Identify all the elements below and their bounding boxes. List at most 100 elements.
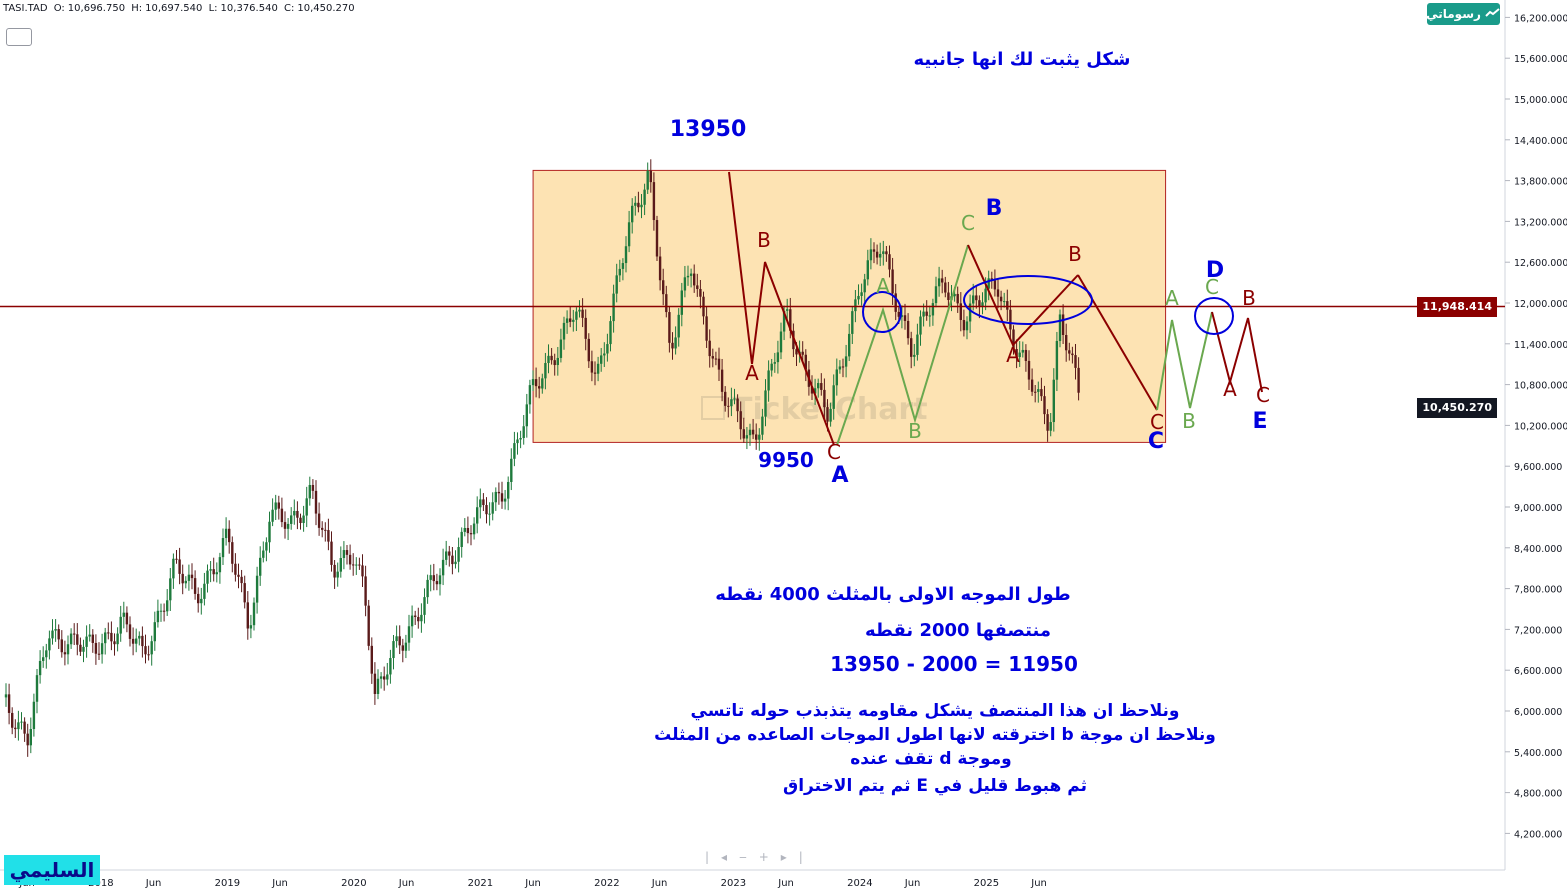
candle-body — [466, 527, 470, 534]
candle-body — [600, 355, 603, 364]
candle-body — [717, 358, 721, 370]
candle-body — [820, 383, 823, 390]
candle-body — [268, 521, 271, 543]
candle-body — [364, 576, 367, 606]
candle-body — [925, 311, 928, 316]
wave-line-b-up — [836, 244, 969, 446]
candle-body — [1049, 422, 1052, 431]
indicator-toggle-button[interactable] — [6, 28, 32, 46]
candle-body — [727, 405, 730, 407]
last-price-tag: 10,450.270 — [1417, 398, 1497, 419]
candle-body — [162, 610, 166, 612]
candle-body — [324, 529, 327, 531]
candle-body — [987, 278, 990, 289]
candle-body — [1003, 301, 1006, 303]
x-tick-label: Jun — [271, 878, 288, 889]
candle-body — [237, 574, 240, 577]
candle-body — [131, 638, 135, 644]
candle-body — [972, 295, 975, 304]
candle-body — [724, 391, 727, 406]
annotations: شكل يثبت لك انها جانبيه طول الموجه الاولى… — [654, 49, 1216, 796]
candle-body — [166, 600, 169, 612]
candle-body — [327, 530, 330, 542]
candle-body — [866, 260, 869, 280]
candle-body — [711, 356, 714, 359]
candle-body — [122, 612, 125, 617]
candle-body — [562, 322, 566, 340]
chart-navigation[interactable]: |◂‒+▸| — [705, 850, 815, 864]
y-tick-label: 6,000.000 — [1514, 707, 1562, 718]
candle-body — [782, 310, 786, 332]
y-tick-label: 8,400.000 — [1514, 544, 1562, 555]
y-tick-label: 10,200.000 — [1514, 421, 1567, 432]
y-tick-label: 11,400.000 — [1514, 340, 1567, 351]
candle-body — [550, 355, 553, 361]
open-label: O: — [53, 3, 65, 14]
wave-label-green: B — [908, 419, 922, 443]
candle-body — [879, 253, 882, 258]
candle-body — [488, 513, 491, 515]
candle-body — [944, 282, 947, 293]
candle-body — [184, 580, 187, 584]
candle-body — [7, 694, 11, 713]
candle-body — [593, 372, 597, 374]
y-tick-label: 14,400.000 — [1514, 136, 1567, 147]
candle-body — [1043, 396, 1046, 415]
x-tick-label: Jun — [145, 878, 162, 889]
candle-body — [934, 286, 938, 304]
candle-body — [472, 523, 476, 535]
candle-body — [736, 398, 739, 412]
candle-body — [218, 557, 222, 573]
candle-body — [197, 593, 200, 604]
candle-body — [259, 557, 262, 576]
candle-body — [668, 312, 671, 343]
candle-body — [54, 629, 57, 631]
candle-body — [262, 550, 265, 558]
candle-body — [931, 303, 935, 316]
candle-body — [463, 527, 466, 532]
candle-body — [559, 339, 563, 358]
candle-body — [742, 429, 745, 439]
y-tick-label: 9,600.000 — [1514, 462, 1562, 473]
candle-body — [138, 635, 141, 639]
candle-body — [296, 510, 299, 518]
candle-body — [271, 509, 274, 522]
candle-body — [159, 610, 163, 612]
candle-body — [863, 279, 866, 293]
candle-body — [348, 554, 352, 565]
candle-body — [234, 563, 237, 575]
high-value: 10,697.540 — [145, 3, 203, 14]
candle-body — [547, 355, 550, 364]
candle-body — [671, 342, 674, 349]
candle-body — [339, 558, 342, 572]
candle-body — [255, 575, 259, 603]
candle-body — [38, 660, 42, 676]
wave-label-red: C — [1150, 410, 1164, 434]
candle-body — [906, 320, 910, 339]
candle-body — [73, 633, 76, 635]
candle-body — [144, 646, 147, 655]
y-tick-label: 9,000.000 — [1514, 503, 1562, 514]
candle-body — [110, 632, 113, 642]
candle-body — [528, 385, 532, 405]
logo-button[interactable]: رسوماتي — [1426, 3, 1500, 25]
candle-body — [1018, 352, 1021, 358]
candle-body — [376, 678, 380, 694]
candle-body — [882, 251, 885, 254]
candle-body — [100, 643, 104, 655]
x-tick-label: Jun — [1030, 878, 1047, 889]
x-tick-label: Jun — [398, 878, 415, 889]
axis-lines — [0, 0, 1506, 871]
candlestick-series — [4, 159, 1080, 757]
candle-body — [228, 528, 231, 543]
candle-body — [885, 251, 888, 255]
candle-body — [981, 302, 984, 307]
candle-body — [569, 318, 572, 322]
x-tick-label: 2020 — [341, 878, 366, 889]
candle-body — [975, 295, 978, 301]
x-tick-label: 2021 — [468, 878, 493, 889]
wave-label-green: A — [1165, 286, 1179, 310]
candle-body — [389, 658, 392, 675]
